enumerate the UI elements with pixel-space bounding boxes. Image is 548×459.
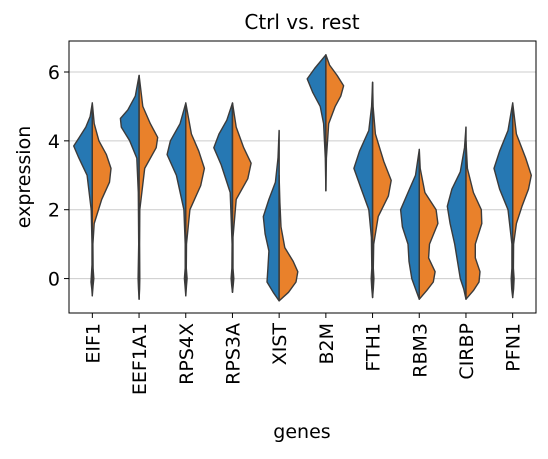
y-tick-label: 6	[48, 62, 60, 84]
x-tick-label: CIRBP	[456, 323, 478, 380]
violin-rps3a	[213, 102, 252, 293]
x-tick-label: RBM3	[409, 323, 431, 378]
violin-half-left	[446, 126, 467, 300]
violin-half-left	[166, 102, 187, 297]
x-tick-label: RPS4X	[176, 323, 198, 385]
x-tick-label: B2M	[316, 323, 338, 365]
violin-half-left	[213, 102, 234, 293]
violin-eef1a1	[119, 74, 159, 300]
x-tick-label: RPS3A	[223, 323, 245, 385]
violin-fth1	[353, 81, 392, 299]
violin-b2m	[306, 54, 345, 192]
violin-layer	[73, 54, 532, 302]
violin-half-left	[262, 129, 280, 302]
x-tick-label: EIF1	[82, 323, 104, 364]
violin-half-right	[91, 102, 112, 297]
violin-half-right	[325, 54, 345, 192]
violin-rps4x	[166, 102, 206, 297]
violin-half-right	[231, 102, 252, 293]
x-tick-label: EEF1A1	[129, 323, 151, 395]
y-tick-label: 0	[48, 269, 60, 291]
violin-xist	[262, 129, 299, 302]
x-tick-label: FTH1	[363, 323, 385, 372]
plot-frame	[68, 40, 537, 314]
violin-half-left	[73, 102, 93, 297]
y-axis-label: expression	[13, 126, 35, 229]
violin-half-left	[353, 81, 374, 299]
violin-half-right	[185, 102, 206, 297]
violin-half-right	[371, 81, 392, 299]
violin-cirbp	[446, 126, 483, 300]
violin-half-right	[465, 140, 483, 300]
violin-eif1	[73, 102, 112, 297]
y-tick-label: 2	[48, 200, 60, 222]
violin-half-left	[399, 148, 420, 300]
violin-half-left	[493, 102, 514, 299]
violin-half-left	[119, 74, 140, 300]
y-tick-label: 4	[48, 131, 60, 153]
x-tick-label: PFN1	[503, 323, 525, 372]
violin-half-right	[278, 174, 299, 302]
chart-title: Ctrl vs. rest	[244, 10, 359, 34]
violin-rbm3	[399, 148, 439, 300]
x-axis: EIF1 EEF1A1 RPS4X RPS3A XIST B2M FTH1 RBM3 CIRBP…	[82, 313, 525, 395]
y-axis: 0 2 4 6	[48, 62, 69, 291]
violin-half-right	[138, 74, 159, 300]
violin-half-left	[306, 54, 327, 192]
violin-pfn1	[493, 102, 532, 299]
x-tick-label: XIST	[269, 323, 291, 366]
violin-half-right	[512, 102, 532, 299]
violin-half-right	[418, 148, 439, 300]
x-axis-label: genes	[273, 421, 330, 443]
